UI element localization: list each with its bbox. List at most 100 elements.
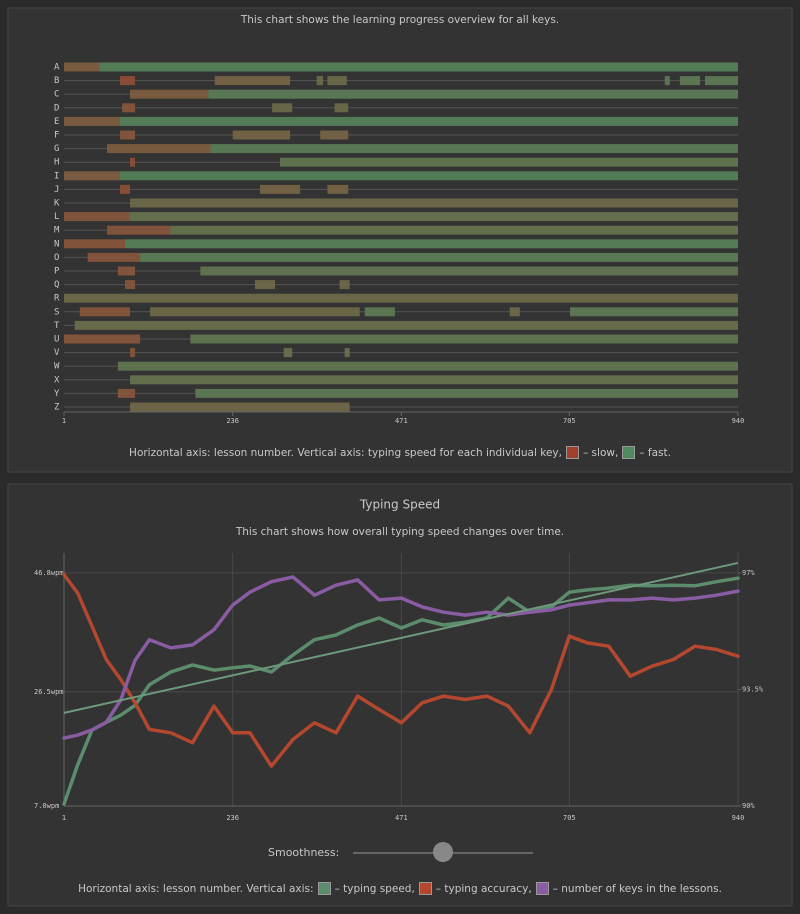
slider-label: Smoothness: xyxy=(268,846,340,859)
key-segment xyxy=(122,103,136,113)
y2-tick-label: 97% xyxy=(742,569,755,577)
key-segment xyxy=(200,266,738,276)
key-segment xyxy=(316,76,324,86)
key-segment xyxy=(664,76,670,86)
key-segment xyxy=(339,280,350,290)
legend-label: – fast. xyxy=(639,446,671,459)
row-label: E xyxy=(54,117,59,127)
x-tick-label: 1 xyxy=(62,814,66,822)
row-label: C xyxy=(54,90,59,100)
key-segment xyxy=(125,280,136,290)
subtitle: This chart shows the learning progress o… xyxy=(240,14,559,26)
row-label: I xyxy=(54,171,59,181)
row-label: O xyxy=(54,253,59,263)
y2-tick-label: 90% xyxy=(742,802,755,810)
key-segment xyxy=(74,320,738,330)
legend-label: – typing accuracy, xyxy=(435,882,532,895)
key-segment xyxy=(190,334,738,344)
x-tick-label: 236 xyxy=(226,417,239,425)
key-segment xyxy=(679,76,700,86)
y-tick-label: 46.8wpm xyxy=(34,569,64,577)
key-segment xyxy=(327,76,347,86)
row-label: L xyxy=(54,212,59,222)
legend-label: – typing speed, xyxy=(334,882,415,895)
key-segment xyxy=(364,307,395,317)
key-segment xyxy=(119,76,136,86)
key-segment xyxy=(210,144,739,154)
key-segment xyxy=(208,89,738,99)
key-segment xyxy=(130,375,739,385)
key-segment xyxy=(344,348,350,358)
row-label: H xyxy=(54,158,59,168)
row-label: W xyxy=(54,362,60,372)
key-segment xyxy=(117,266,136,276)
legend-swatch xyxy=(418,882,432,895)
key-segment xyxy=(195,388,739,398)
slider-track[interactable] xyxy=(353,841,534,862)
legend-label: – number of keys in the lessons. xyxy=(552,882,722,895)
x-tick-label: 1 xyxy=(62,417,66,425)
key-segment xyxy=(259,184,301,194)
panel xyxy=(7,483,793,907)
key-segment xyxy=(87,252,141,262)
row-label: M xyxy=(54,226,60,236)
key-segment xyxy=(119,116,738,126)
y2-tick-label: 93.5% xyxy=(742,685,764,693)
key-segment xyxy=(327,184,349,194)
key-segment xyxy=(130,348,136,358)
x-tick-label: 705 xyxy=(563,417,576,425)
slider[interactable]: Smoothness: xyxy=(268,841,534,862)
key-segment xyxy=(509,307,520,317)
key-segment xyxy=(170,225,738,235)
key-segment xyxy=(64,334,141,344)
row-label: P xyxy=(54,267,60,277)
legend-label: – slow, xyxy=(582,446,619,459)
key-segment xyxy=(140,252,738,262)
legend-swatch xyxy=(565,446,579,459)
key-segment xyxy=(130,198,739,208)
y-tick-label: 7.0wpm xyxy=(34,802,59,810)
row-label: U xyxy=(54,335,59,345)
row-label: J xyxy=(54,185,59,195)
key-segment xyxy=(254,280,276,290)
key-segment xyxy=(117,388,136,398)
row-label: Q xyxy=(54,280,59,290)
row-label: T xyxy=(54,321,60,331)
key-segment xyxy=(570,307,738,317)
row-label: R xyxy=(54,294,60,304)
x-tick-label: 705 xyxy=(563,814,576,822)
key-segment xyxy=(119,171,738,181)
key-segment xyxy=(704,76,738,86)
series-line xyxy=(62,576,740,806)
key-segment xyxy=(107,225,171,235)
row-label: V xyxy=(54,348,60,358)
trend-line xyxy=(63,561,739,714)
row-label: K xyxy=(54,199,60,209)
caption: Horizontal axis: lesson number. Vertical… xyxy=(8,882,792,895)
caption-text: Horizontal axis: lesson number. Vertical… xyxy=(78,882,314,895)
key-segment xyxy=(125,239,738,249)
subtitle: This chart shows how overall typing spee… xyxy=(235,526,564,538)
row-label: F xyxy=(54,131,59,141)
x-tick-label: 471 xyxy=(395,814,408,822)
key-segment xyxy=(280,157,738,167)
key-segment xyxy=(64,116,120,126)
row-label: N xyxy=(54,239,59,249)
x-tick-label: 471 xyxy=(395,417,408,425)
legend-swatch xyxy=(622,446,636,459)
y-tick-label: 26.5wpm xyxy=(34,688,64,696)
key-segment xyxy=(119,130,136,140)
row-label: A xyxy=(54,63,60,73)
x-tick-label: 940 xyxy=(732,417,745,425)
key-segment xyxy=(117,361,738,371)
slider-thumb[interactable] xyxy=(433,841,454,862)
key-segment xyxy=(320,130,349,140)
key-segment xyxy=(64,239,126,249)
row-label: D xyxy=(54,103,59,113)
row-label: Y xyxy=(54,389,60,399)
key-segment xyxy=(79,307,131,317)
row-label: G xyxy=(54,144,59,154)
chart-title: Typing Speed xyxy=(359,498,440,512)
key-segment xyxy=(99,62,739,72)
